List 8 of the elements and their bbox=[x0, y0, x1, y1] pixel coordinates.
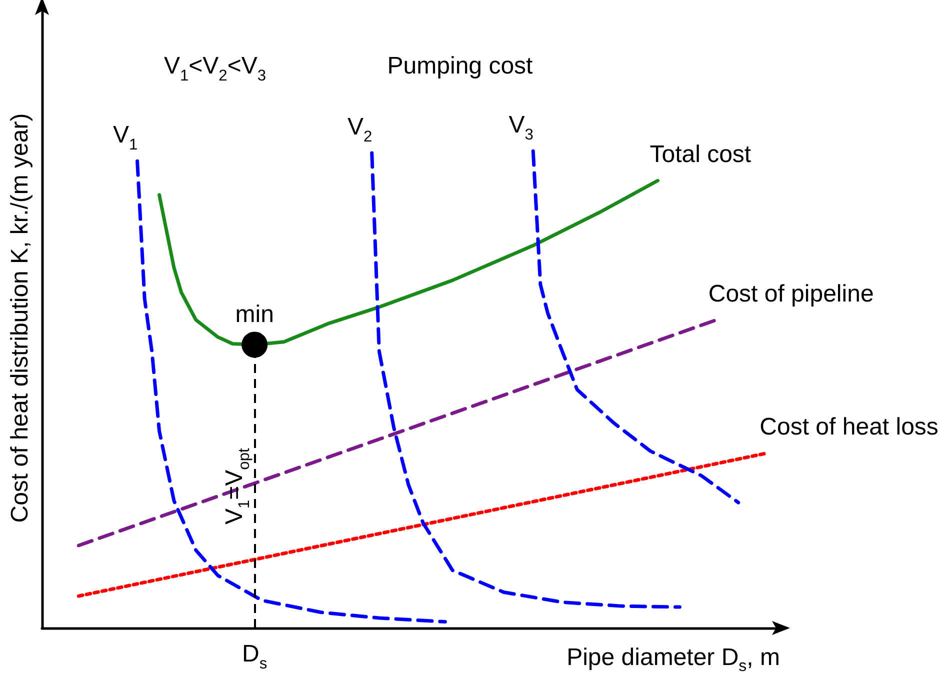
x-axis-title: Pipe diameter D$_{s}$, m bbox=[566, 644, 780, 676]
series-label: Cost of heat loss bbox=[760, 413, 938, 440]
text: Pumping cost bbox=[387, 52, 534, 80]
series-label: Cost of pipeline bbox=[708, 280, 874, 308]
annotation: min bbox=[235, 301, 274, 328]
y-axis-title: Cost of heat distribution K, kr./(m year) bbox=[6, 113, 34, 523]
annotation: V1=Vopt bbox=[221, 448, 254, 525]
series-label: Total cost bbox=[650, 141, 752, 168]
